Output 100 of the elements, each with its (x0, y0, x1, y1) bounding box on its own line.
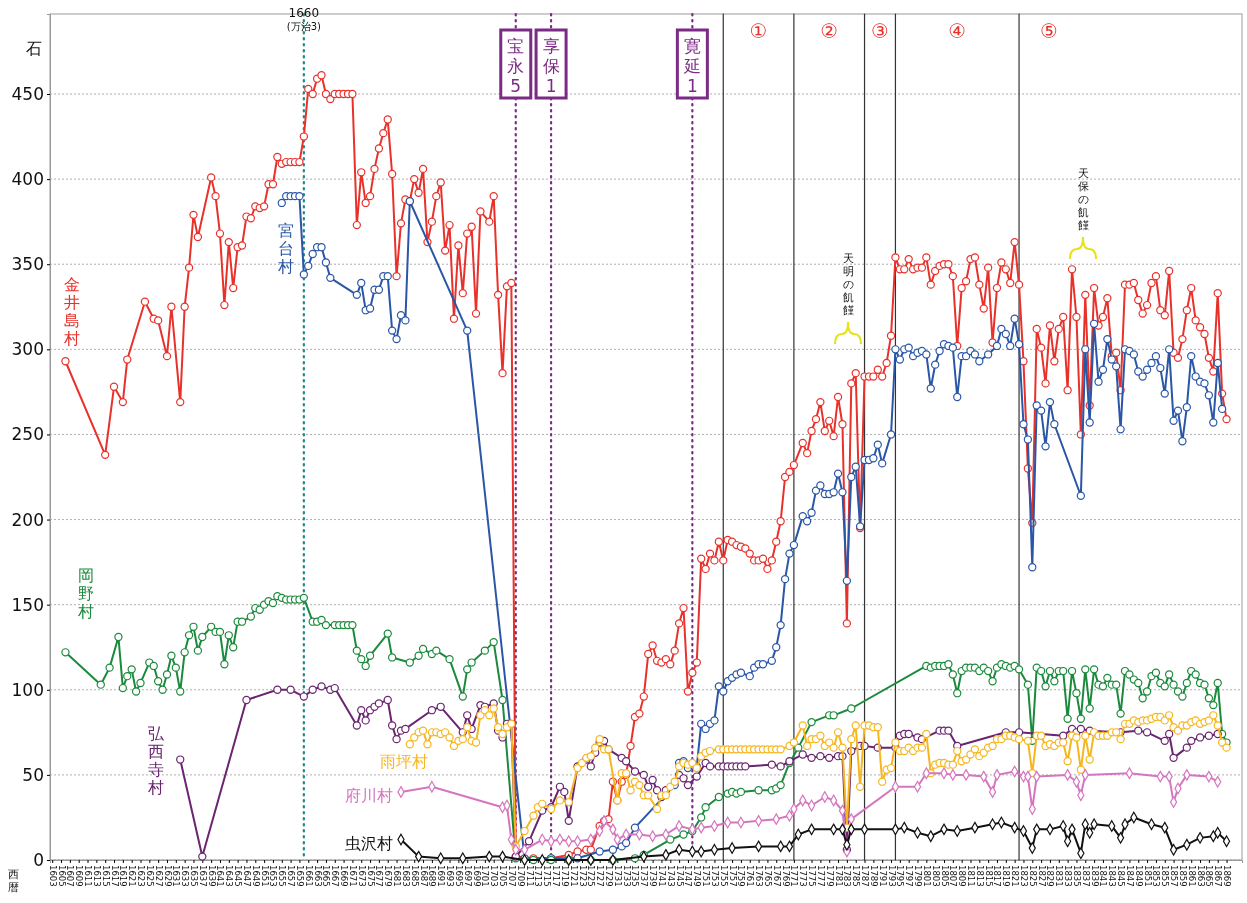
x-tick-label: 1661 (303, 865, 314, 887)
x-tick-label: 1763 (754, 865, 765, 887)
x-tick-label: 1741 (656, 865, 667, 887)
x-tick-label: 1751 (701, 865, 712, 887)
x-tick-label: 1611 (83, 865, 94, 887)
x-tick-label: 1781 (833, 865, 844, 887)
x-tick-label: 1645 (233, 865, 244, 887)
x-tick-label: 1667 (330, 865, 341, 887)
series-label: 虫沢村 (344, 833, 393, 853)
x-tick-label: 1657 (286, 865, 297, 887)
x-tick-label: 1725 (586, 865, 597, 887)
x-tick-label: 1811 (966, 865, 977, 887)
y-tick-label: 200 (11, 509, 44, 530)
x-tick-label: 1729 (604, 865, 614, 887)
x-tick-label: 1663 (312, 865, 323, 887)
x-tick-label: 1683 (400, 865, 411, 887)
x-tick-label: 1651 (259, 865, 270, 887)
x-tick-label: 1815 (983, 865, 994, 887)
x-tick-label: 1669 (339, 865, 350, 887)
x-tick-label: 1743 (665, 865, 676, 887)
x-tick-label: 1861 (1186, 865, 1197, 887)
x-tick-label: 1701 (480, 865, 491, 887)
x-tick-label: 1761 (745, 865, 756, 887)
x-tick-label: 1733 (621, 865, 632, 887)
x-tick-label: 1685 (409, 865, 420, 887)
x-tick-label: 1613 (91, 865, 102, 887)
x-tick-label: 1845 (1116, 865, 1127, 887)
x-tick-label: 1689 (427, 865, 438, 887)
x-tick-label: 1671 (347, 865, 358, 887)
series-label: 雨坪村 (379, 752, 428, 772)
x-tick-label: 1745 (674, 865, 685, 887)
x-axis-title: 西暦 (7, 868, 19, 894)
x-tick-label: 1843 (1107, 865, 1118, 887)
x-tick-label: 1707 (506, 865, 517, 887)
x-tick-label: 1637 (197, 865, 208, 887)
y-tick-label: 150 (11, 594, 44, 615)
x-tick-label: 1817 (992, 865, 1003, 887)
x-tick-label: 1615 (100, 865, 111, 887)
x-tick-label: 1747 (683, 865, 694, 887)
x-tick-label: 1749 (692, 865, 703, 887)
x-tick-label: 1739 (648, 865, 659, 887)
x-tick-label: 1785 (851, 865, 862, 887)
annotation: ④ (948, 19, 967, 43)
x-tick-label: 1827 (1036, 865, 1047, 887)
x-tick-label: 1681 (392, 865, 403, 887)
annotation: ③ (871, 19, 889, 43)
x-tick-label: 1821 (1010, 865, 1021, 887)
x-tick-label: 1719 (559, 865, 570, 887)
x-tick-label: 1855 (1160, 865, 1171, 887)
x-tick-label: 1731 (612, 865, 623, 887)
y-tick-label: 50 (22, 764, 44, 785)
x-tick-label: 1717 (551, 865, 562, 887)
x-tick-label: 1659 (294, 865, 305, 887)
x-tick-label: 1711 (524, 865, 535, 887)
ref-line-label: 寛延1 (682, 36, 701, 96)
x-tick-label: 1635 (189, 865, 200, 887)
x-tick-label: 1849 (1133, 865, 1144, 887)
x-tick-label: 1679 (383, 865, 394, 887)
x-tick-label: 1853 (1151, 865, 1162, 887)
x-tick-label: 1819 (1001, 865, 1012, 887)
x-tick-label: 1643 (224, 865, 235, 887)
x-tick-label: 1621 (127, 865, 138, 887)
x-tick-label: 1619 (118, 865, 129, 887)
series-label: 宮台村 (276, 220, 294, 276)
annotation: ② (820, 19, 839, 43)
x-tick-label: 1769 (780, 865, 791, 887)
x-tick-label: 1713 (533, 865, 544, 887)
x-tick-label: 1737 (639, 865, 650, 887)
ref-line-label: 享保1 (542, 36, 560, 96)
x-tick-label: 1721 (568, 865, 579, 887)
series-label: 金井島村 (63, 275, 81, 349)
x-tick-label: 1867 (1213, 865, 1224, 887)
x-tick-label: 1775 (807, 865, 818, 887)
x-tick-label: 1627 (153, 865, 164, 887)
x-tick-label: 1705 (498, 865, 509, 887)
x-tick-label: 1605 (56, 865, 67, 887)
x-tick-label: 1805 (939, 865, 950, 887)
x-tick-label: 1691 (436, 865, 447, 887)
x-tick-label: 1771 (789, 865, 800, 887)
x-tick-label: 1863 (1195, 865, 1206, 887)
x-tick-label: 1641 (215, 865, 226, 887)
x-tick-label: 1835 (1071, 865, 1082, 887)
x-tick-label: 1787 (860, 865, 871, 887)
series-label: 岡野村 (77, 566, 95, 622)
x-tick-label: 1869 (1222, 865, 1233, 887)
x-tick-label: 1777 (815, 865, 826, 887)
x-tick-label: 1801 (921, 865, 932, 887)
annotation: ① (749, 19, 768, 43)
ref-line-label: 1660 (万治3) (286, 6, 322, 32)
x-tick-label: 1753 (709, 865, 720, 887)
x-tick-label: 1703 (489, 865, 500, 887)
annotation: ⑤ (1040, 19, 1059, 43)
x-tick-label: 1629 (162, 865, 173, 887)
annotation: 天明の飢饉 (842, 252, 854, 317)
x-tick-label: 1773 (798, 865, 809, 887)
x-tick-label: 1859 (1177, 865, 1188, 887)
x-tick-label: 1809 (957, 865, 968, 887)
x-tick-label: 1639 (206, 865, 217, 887)
series-label: 府川村 (344, 785, 393, 805)
x-tick-label: 1833 (1063, 865, 1074, 887)
